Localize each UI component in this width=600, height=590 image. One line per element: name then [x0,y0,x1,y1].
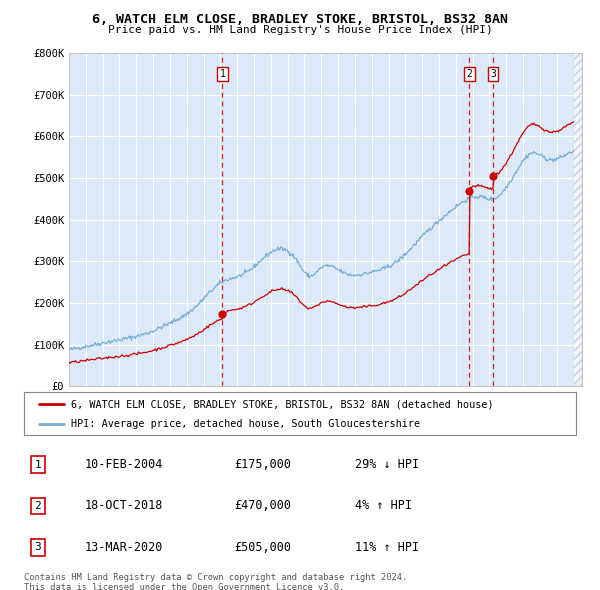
Text: 10-FEB-2004: 10-FEB-2004 [85,458,163,471]
Text: 2: 2 [466,69,472,79]
Point [488,171,498,181]
Point [218,309,227,318]
Text: 29% ↓ HPI: 29% ↓ HPI [355,458,419,471]
Text: £470,000: £470,000 [234,499,291,513]
Text: Contains HM Land Registry data © Crown copyright and database right 2024.: Contains HM Land Registry data © Crown c… [24,573,407,582]
Text: 18-OCT-2018: 18-OCT-2018 [85,499,163,513]
Text: 13-MAR-2020: 13-MAR-2020 [85,540,163,554]
Text: £505,000: £505,000 [234,540,291,554]
Text: 6, WATCH ELM CLOSE, BRADLEY STOKE, BRISTOL, BS32 8AN: 6, WATCH ELM CLOSE, BRADLEY STOKE, BRIST… [92,13,508,26]
Text: 1: 1 [34,460,41,470]
Text: Price paid vs. HM Land Registry's House Price Index (HPI): Price paid vs. HM Land Registry's House … [107,25,493,35]
Text: 11% ↑ HPI: 11% ↑ HPI [355,540,419,554]
Point [464,186,474,195]
Text: 1: 1 [220,69,226,79]
Text: 3: 3 [34,542,41,552]
Text: 2: 2 [34,501,41,511]
Text: £175,000: £175,000 [234,458,291,471]
Text: 3: 3 [490,69,496,79]
Text: 4% ↑ HPI: 4% ↑ HPI [355,499,412,513]
Text: HPI: Average price, detached house, South Gloucestershire: HPI: Average price, detached house, Sout… [71,419,420,429]
Text: This data is licensed under the Open Government Licence v3.0.: This data is licensed under the Open Gov… [24,583,344,590]
Text: 6, WATCH ELM CLOSE, BRADLEY STOKE, BRISTOL, BS32 8AN (detached house): 6, WATCH ELM CLOSE, BRADLEY STOKE, BRIST… [71,399,494,409]
